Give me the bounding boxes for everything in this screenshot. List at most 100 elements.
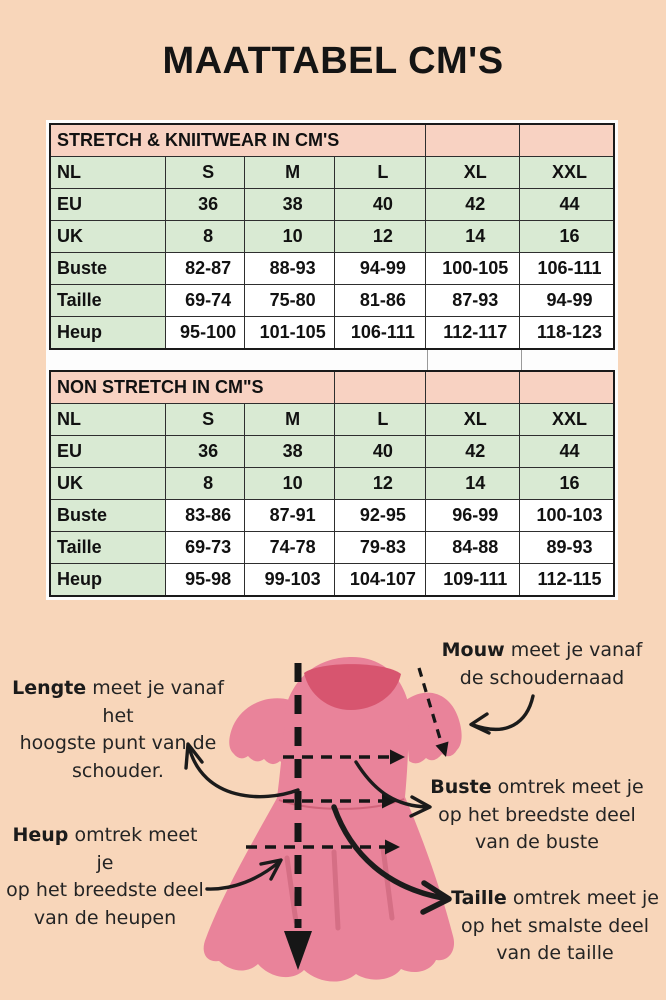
size-value-cell: 101-105 xyxy=(244,316,336,350)
size-value-cell: 87-91 xyxy=(244,499,336,532)
size-value-cell: 81-86 xyxy=(334,284,426,317)
length-arrowhead-icon xyxy=(284,931,312,970)
size-value-cell: 79-83 xyxy=(334,531,426,564)
size-value-cell: M xyxy=(244,156,336,189)
table-row: Taille 69-74 75-80 81-86 87-93 94-99 xyxy=(49,284,615,317)
size-value-cell: 10 xyxy=(244,467,336,500)
size-value-cell: 8 xyxy=(165,220,246,253)
stretch-knitwear-table: STRETCH & KNIITWEAR IN CM'S NL S M L XL XXL EU 3… xyxy=(49,123,615,350)
buste-keyword: Buste xyxy=(430,776,492,798)
lengte-arrow xyxy=(187,745,300,799)
taille-note-line2: op het smalste deel xyxy=(460,914,650,937)
size-value-cell: XXL xyxy=(519,403,615,436)
heup-note-line1: Heup omtrek meet je xyxy=(12,824,198,874)
size-value-cell: 94-99 xyxy=(334,252,426,285)
size-value-cell: 75-80 xyxy=(244,284,336,317)
size-value-cell: S xyxy=(165,403,246,436)
sheet-gap-row xyxy=(49,350,615,370)
size-value-cell: 42 xyxy=(424,188,521,221)
table-row: NL S M L XL XXL xyxy=(49,156,615,189)
size-value-cell: 100-103 xyxy=(519,499,615,532)
row-label-cell: NL xyxy=(49,156,167,189)
skirt-pleats xyxy=(284,845,395,931)
table-title-cell: STRETCH & KNIITWEAR IN CM'S xyxy=(49,123,426,157)
size-value-cell: 40 xyxy=(334,435,426,468)
page-title: MAATTABEL CM'S xyxy=(162,40,504,82)
table-row: Buste 82-87 88-93 94-99 100-105 106-111 xyxy=(49,252,615,285)
buste-note: Buste omtrek meet je op het breedste dee… xyxy=(424,774,650,857)
table-row: EU 36 38 40 42 44 xyxy=(49,435,615,468)
mouw-note-line1: Mouw meet je vanaf xyxy=(441,639,643,661)
size-value-cell: 16 xyxy=(519,220,615,253)
table-title-empty-cell xyxy=(424,370,521,404)
size-value-cell: 88-93 xyxy=(244,252,336,285)
size-value-cell: 84-88 xyxy=(424,531,521,564)
size-value-cell: 87-93 xyxy=(424,284,521,317)
sleeve-arrowhead-icon xyxy=(435,741,449,757)
gridline-tick xyxy=(521,350,523,370)
size-value-cell: 96-99 xyxy=(424,499,521,532)
lengte-note: Lengte meet je vanaf het hoogste punt va… xyxy=(2,675,234,785)
table-title-empty-cell xyxy=(519,370,615,404)
size-value-cell: 95-98 xyxy=(165,563,246,597)
size-value-cell: 44 xyxy=(519,435,615,468)
size-value-cell: 112-117 xyxy=(424,316,521,350)
taille-keyword: Taille xyxy=(451,887,507,909)
size-value-cell: 69-74 xyxy=(165,284,246,317)
buste-note-line3: van de buste xyxy=(475,831,599,853)
size-value-cell: 44 xyxy=(519,188,615,221)
row-label-cell: EU xyxy=(49,188,167,221)
size-value-cell: 40 xyxy=(334,188,426,221)
dress-left-sleeve xyxy=(229,698,295,766)
taille-note-line3: van de taille xyxy=(496,942,614,964)
lengte-note-line1: Lengte meet je vanaf het xyxy=(12,677,224,727)
size-value-cell: 12 xyxy=(334,467,426,500)
table-row: UK 8 10 12 14 16 xyxy=(49,467,615,500)
size-value-cell: 14 xyxy=(424,467,521,500)
size-value-cell: XL xyxy=(424,403,521,436)
size-value-cell: 106-111 xyxy=(519,252,615,285)
size-value-cell: 42 xyxy=(424,435,521,468)
size-value-cell: 8 xyxy=(165,467,246,500)
mouw-arrowhead-icon xyxy=(469,712,491,735)
buste-arrow xyxy=(354,760,429,809)
size-value-cell: 69-73 xyxy=(165,531,246,564)
table-row: Taille 69-73 74-78 79-83 84-88 89-93 xyxy=(49,531,615,564)
mouw-note: Mouw meet je vanaf de schoudernaad xyxy=(428,637,656,692)
dress-neckline xyxy=(304,664,401,710)
size-value-cell: 82-87 xyxy=(165,252,246,285)
size-value-cell: 112-115 xyxy=(519,563,615,597)
size-value-cell: 109-111 xyxy=(424,563,521,597)
table-title-row: NON STRETCH IN CM"S xyxy=(49,370,615,404)
heup-note-line3: van de heupen xyxy=(33,906,177,929)
heup-arrow xyxy=(205,860,281,891)
dress-measure-diagram xyxy=(184,657,535,982)
annotation-arrows xyxy=(184,694,535,915)
table-title-row: STRETCH & KNIITWEAR IN CM'S xyxy=(49,123,615,157)
table-row: NL S M L XL XXL xyxy=(49,403,615,436)
size-value-cell: 104-107 xyxy=(334,563,426,597)
horizontal-measure-lines xyxy=(246,755,391,849)
taille-note-line1: Taille omtrek meet je xyxy=(451,887,659,909)
row-label-cell: Heup xyxy=(49,563,167,597)
size-value-cell: L xyxy=(334,156,426,189)
taille-arrow xyxy=(331,804,446,901)
table-title-empty-cell xyxy=(424,123,521,157)
table-title-empty-cell xyxy=(334,370,426,404)
size-value-cell: 16 xyxy=(519,467,615,500)
size-value-cell: 36 xyxy=(165,435,246,468)
table-row: Heup 95-98 99-103 104-107 109-111 112-115 xyxy=(49,563,615,597)
size-value-cell: 99-103 xyxy=(244,563,336,597)
dress-right-sleeve xyxy=(406,692,462,764)
size-value-cell: XL xyxy=(424,156,521,189)
taille-arrowhead-icon xyxy=(420,880,452,915)
size-value-cell: 38 xyxy=(244,435,336,468)
size-value-cell: 89-93 xyxy=(519,531,615,564)
size-value-cell: 74-78 xyxy=(244,531,336,564)
size-value-cell: 14 xyxy=(424,220,521,253)
table-row: Buste 83-86 87-91 92-95 96-99 100-103 xyxy=(49,499,615,532)
size-value-cell: 106-111 xyxy=(334,316,426,350)
mouw-arrow xyxy=(471,694,535,731)
row-label-cell: Taille xyxy=(49,531,167,564)
size-value-cell: 100-105 xyxy=(424,252,521,285)
